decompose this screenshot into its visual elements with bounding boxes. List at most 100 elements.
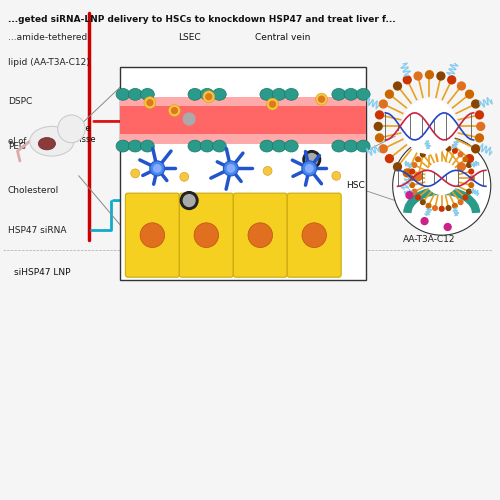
Circle shape xyxy=(180,192,198,210)
Ellipse shape xyxy=(284,88,298,101)
Circle shape xyxy=(463,157,468,162)
Circle shape xyxy=(318,96,324,102)
Text: Central vein: Central vein xyxy=(254,33,310,42)
Text: PEG: PEG xyxy=(8,142,26,150)
Circle shape xyxy=(426,71,434,78)
Circle shape xyxy=(144,96,156,108)
Circle shape xyxy=(394,163,402,170)
Circle shape xyxy=(421,218,428,224)
Circle shape xyxy=(440,206,444,211)
Circle shape xyxy=(466,154,473,162)
Circle shape xyxy=(426,162,458,194)
Circle shape xyxy=(394,82,402,90)
Ellipse shape xyxy=(140,140,154,152)
Text: Space
of Disse: Space of Disse xyxy=(62,124,96,144)
Circle shape xyxy=(426,148,431,153)
Ellipse shape xyxy=(200,88,214,101)
Ellipse shape xyxy=(212,88,226,101)
Circle shape xyxy=(147,100,153,105)
Circle shape xyxy=(154,164,161,172)
Text: ...geted siRNA-LNP delivery to HSCs to knockdown HSP47 and treat liver f...: ...geted siRNA-LNP delivery to HSCs to k… xyxy=(8,15,396,24)
Circle shape xyxy=(414,72,422,80)
Circle shape xyxy=(266,98,278,110)
Circle shape xyxy=(476,111,484,119)
Ellipse shape xyxy=(344,88,358,101)
Circle shape xyxy=(458,163,466,170)
Text: lipid (AA-T3A-C12): lipid (AA-T3A-C12) xyxy=(8,58,89,66)
Circle shape xyxy=(332,172,340,180)
Ellipse shape xyxy=(332,140,345,152)
Circle shape xyxy=(180,110,198,128)
Circle shape xyxy=(206,94,212,100)
Circle shape xyxy=(466,162,471,168)
Circle shape xyxy=(180,172,188,182)
Circle shape xyxy=(172,108,177,114)
Circle shape xyxy=(168,104,180,117)
Circle shape xyxy=(463,195,468,200)
Circle shape xyxy=(380,100,387,108)
Circle shape xyxy=(446,206,451,210)
Ellipse shape xyxy=(128,140,142,152)
Circle shape xyxy=(184,194,195,206)
Circle shape xyxy=(248,223,272,248)
FancyBboxPatch shape xyxy=(234,193,287,277)
Circle shape xyxy=(376,134,384,142)
Ellipse shape xyxy=(116,140,130,152)
Circle shape xyxy=(412,189,417,194)
FancyBboxPatch shape xyxy=(180,193,234,277)
Circle shape xyxy=(426,204,431,208)
Circle shape xyxy=(432,206,438,210)
Circle shape xyxy=(227,164,234,172)
Circle shape xyxy=(150,161,164,176)
Text: ...amide-tethered: ...amide-tethered xyxy=(8,33,87,42)
Circle shape xyxy=(404,169,411,177)
FancyBboxPatch shape xyxy=(120,97,366,144)
Circle shape xyxy=(263,166,272,175)
Circle shape xyxy=(131,169,140,178)
Circle shape xyxy=(306,154,318,166)
Circle shape xyxy=(466,189,471,194)
Circle shape xyxy=(420,200,425,204)
Circle shape xyxy=(58,115,85,142)
Circle shape xyxy=(386,90,394,98)
Circle shape xyxy=(406,192,413,198)
Circle shape xyxy=(469,183,474,188)
Text: el of: el of xyxy=(8,136,26,145)
Circle shape xyxy=(432,146,438,151)
Ellipse shape xyxy=(284,140,298,152)
Ellipse shape xyxy=(188,88,202,101)
Ellipse shape xyxy=(356,88,370,101)
Ellipse shape xyxy=(272,140,286,152)
Circle shape xyxy=(448,76,456,84)
Circle shape xyxy=(440,146,444,150)
FancyBboxPatch shape xyxy=(120,67,366,280)
Circle shape xyxy=(376,111,384,119)
FancyBboxPatch shape xyxy=(120,106,366,134)
Circle shape xyxy=(416,157,420,162)
Circle shape xyxy=(458,152,463,157)
Text: siHSP47 LNP: siHSP47 LNP xyxy=(14,268,70,277)
Circle shape xyxy=(458,200,463,204)
Circle shape xyxy=(203,91,214,102)
Circle shape xyxy=(458,82,466,90)
Ellipse shape xyxy=(332,88,345,101)
Ellipse shape xyxy=(128,88,142,101)
Text: Hepatocyte: Hepatocyte xyxy=(158,268,210,277)
Circle shape xyxy=(409,176,414,180)
Circle shape xyxy=(414,173,422,180)
Ellipse shape xyxy=(200,140,214,152)
Circle shape xyxy=(469,169,474,174)
Circle shape xyxy=(184,113,195,125)
Ellipse shape xyxy=(140,88,154,101)
Circle shape xyxy=(392,136,491,235)
Ellipse shape xyxy=(38,138,56,150)
Circle shape xyxy=(316,94,328,105)
Text: HSP47 siRNA: HSP47 siRNA xyxy=(8,226,66,234)
Ellipse shape xyxy=(212,140,226,152)
Circle shape xyxy=(448,169,456,177)
Ellipse shape xyxy=(30,126,74,156)
Text: Collagen: Collagen xyxy=(248,268,288,277)
Ellipse shape xyxy=(272,88,286,101)
Circle shape xyxy=(426,174,434,182)
Circle shape xyxy=(452,148,457,153)
